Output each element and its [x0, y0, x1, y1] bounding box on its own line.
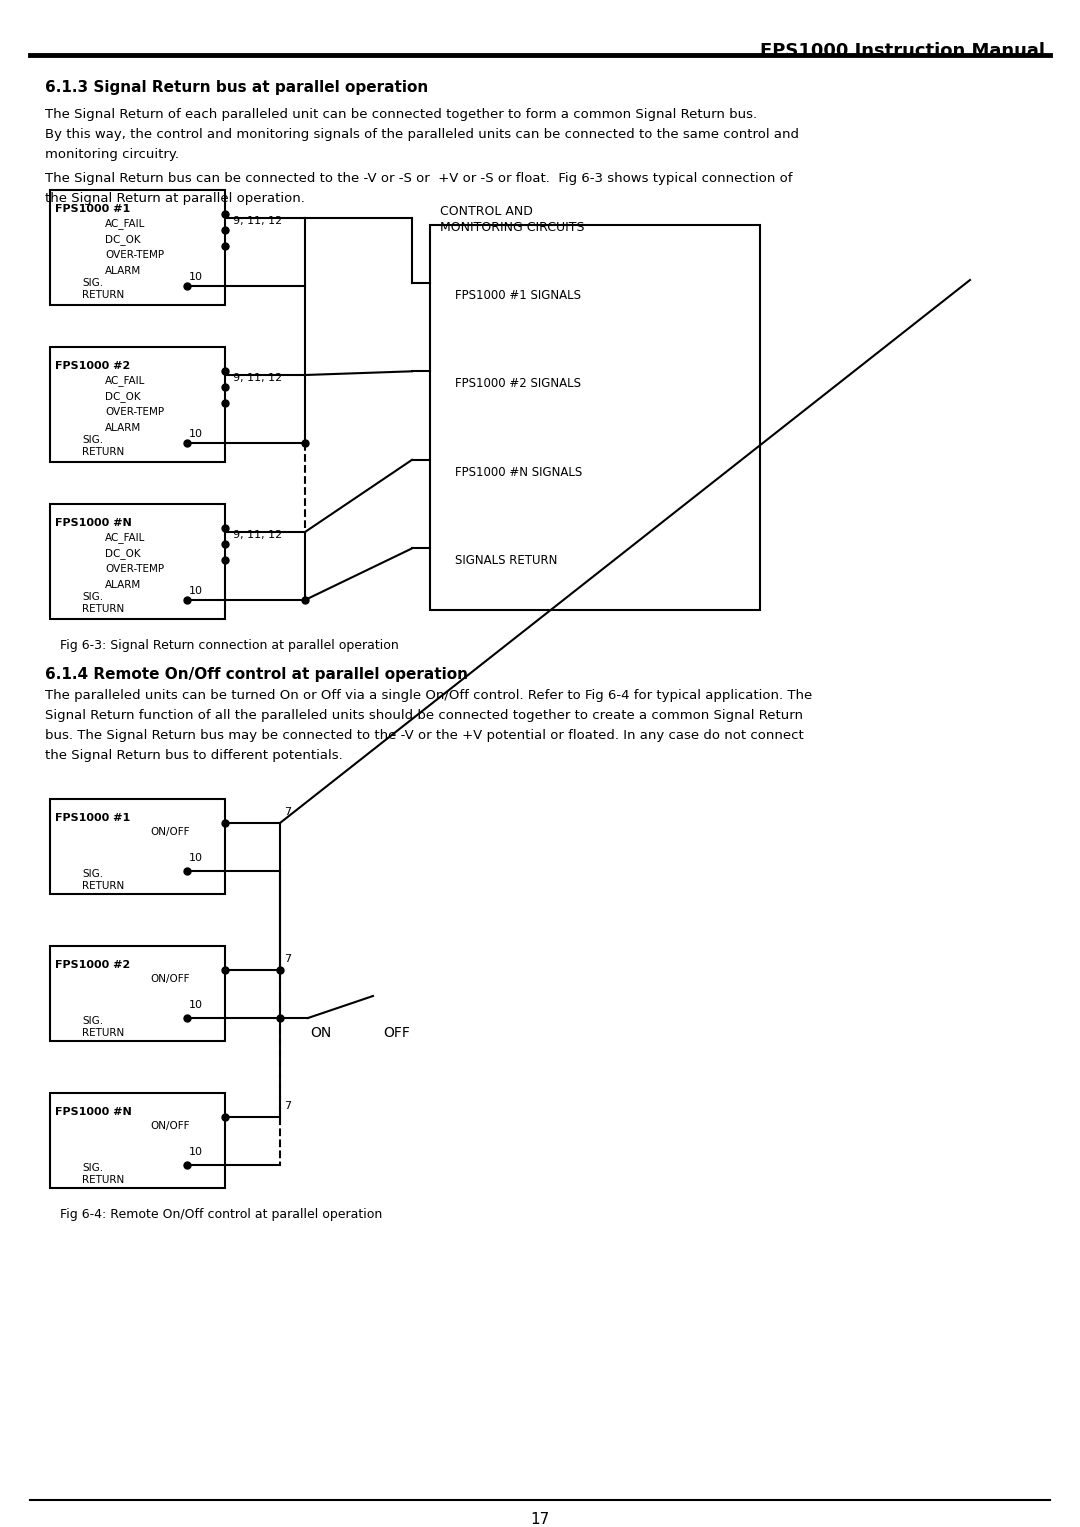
Text: ALARM: ALARM — [105, 266, 141, 276]
Text: bus. The Signal Return bus may be connected to the -V or the +V potential or flo: bus. The Signal Return bus may be connec… — [45, 728, 804, 742]
Text: AC_FAIL: AC_FAIL — [105, 218, 146, 229]
Bar — [50, 799, 225, 893]
Text: FPS1000 #1: FPS1000 #1 — [55, 205, 131, 214]
Text: OVER-TEMP: OVER-TEMP — [105, 563, 164, 574]
Text: OVER-TEMP: OVER-TEMP — [105, 408, 164, 417]
Text: OFF: OFF — [383, 1026, 410, 1040]
Text: RETURN: RETURN — [82, 447, 124, 457]
Bar — [50, 189, 225, 305]
Text: monitoring circuitry.: monitoring circuitry. — [45, 148, 179, 160]
Bar — [50, 947, 225, 1041]
Text: FPS1000 #N SIGNALS: FPS1000 #N SIGNALS — [455, 466, 582, 479]
Text: 6.1.3 Signal Return bus at parallel operation: 6.1.3 Signal Return bus at parallel oper… — [45, 79, 429, 95]
Text: Fig 6-4: Remote On/Off control at parallel operation: Fig 6-4: Remote On/Off control at parall… — [60, 1208, 382, 1222]
Text: SIG.: SIG. — [82, 278, 103, 289]
Text: FPS1000 #2: FPS1000 #2 — [55, 360, 131, 371]
Text: FPS1000 #2 SIGNALS: FPS1000 #2 SIGNALS — [455, 377, 581, 391]
Bar — [430, 224, 760, 609]
Text: 6.1.4 Remote On/Off control at parallel operation: 6.1.4 Remote On/Off control at parallel … — [45, 667, 468, 683]
Text: FPS1000 Instruction Manual: FPS1000 Instruction Manual — [760, 43, 1045, 60]
Text: 7: 7 — [284, 1101, 292, 1112]
Text: DC_OK: DC_OK — [105, 548, 140, 559]
Text: ALARM: ALARM — [105, 580, 141, 589]
Text: 9, 11, 12: 9, 11, 12 — [233, 373, 282, 383]
Text: SIG.: SIG. — [82, 435, 103, 444]
Text: the Signal Return bus to different potentials.: the Signal Return bus to different poten… — [45, 750, 342, 762]
Text: CONTROL AND: CONTROL AND — [440, 205, 532, 218]
Text: RETURN: RETURN — [82, 1028, 124, 1038]
Text: ON: ON — [310, 1026, 332, 1040]
Text: FPS1000 #1: FPS1000 #1 — [55, 812, 131, 823]
Text: AC_FAIL: AC_FAIL — [105, 376, 146, 386]
Text: ON/OFF: ON/OFF — [150, 974, 189, 983]
Text: FPS1000 #1 SIGNALS: FPS1000 #1 SIGNALS — [455, 289, 581, 302]
Text: SIG.: SIG. — [82, 869, 103, 880]
Bar — [50, 1093, 225, 1188]
Text: 9, 11, 12: 9, 11, 12 — [233, 215, 282, 226]
Text: 10: 10 — [189, 1000, 203, 1009]
Text: 9, 11, 12: 9, 11, 12 — [233, 530, 282, 541]
Text: RETURN: RETURN — [82, 1174, 124, 1185]
Text: ON/OFF: ON/OFF — [150, 828, 189, 837]
Text: 10: 10 — [189, 1147, 203, 1157]
Text: Signal Return function of all the paralleled units should be connected together : Signal Return function of all the parall… — [45, 709, 804, 722]
Text: ON/OFF: ON/OFF — [150, 1121, 189, 1132]
Text: The Signal Return bus can be connected to the -V or -S or  +V or -S or float.  F: The Signal Return bus can be connected t… — [45, 173, 793, 185]
Text: FPS1000 #N: FPS1000 #N — [55, 1107, 132, 1116]
Bar — [50, 347, 225, 463]
Text: 10: 10 — [189, 429, 203, 438]
Bar — [50, 504, 225, 618]
Text: FPS1000 #2: FPS1000 #2 — [55, 960, 131, 970]
Text: FPS1000 #N: FPS1000 #N — [55, 518, 132, 528]
Text: 7: 7 — [284, 806, 292, 817]
Text: the Signal Return at parallel operation.: the Signal Return at parallel operation. — [45, 192, 305, 205]
Text: 10: 10 — [189, 586, 203, 596]
Text: RETURN: RETURN — [82, 605, 124, 614]
Text: SIG.: SIG. — [82, 1164, 103, 1173]
Text: SIG.: SIG. — [82, 1015, 103, 1026]
Text: ALARM: ALARM — [105, 423, 141, 434]
Text: RETURN: RETURN — [82, 290, 124, 299]
Text: SIGNALS RETURN: SIGNALS RETURN — [455, 554, 557, 568]
Text: 10: 10 — [189, 854, 203, 863]
Text: MONITORING CIRCUITS: MONITORING CIRCUITS — [440, 221, 584, 234]
Text: 17: 17 — [530, 1512, 550, 1527]
Text: OVER-TEMP: OVER-TEMP — [105, 250, 164, 260]
Text: By this way, the control and monitoring signals of the paralleled units can be c: By this way, the control and monitoring … — [45, 128, 799, 140]
Text: DC_OK: DC_OK — [105, 391, 140, 402]
Text: 10: 10 — [189, 272, 203, 282]
Text: RETURN: RETURN — [82, 881, 124, 890]
Text: AC_FAIL: AC_FAIL — [105, 531, 146, 544]
Text: SIG.: SIG. — [82, 592, 103, 602]
Text: Fig 6-3: Signal Return connection at parallel operation: Fig 6-3: Signal Return connection at par… — [60, 638, 399, 652]
Text: 7: 7 — [284, 954, 292, 964]
Text: The Signal Return of each paralleled unit can be connected together to form a co: The Signal Return of each paralleled uni… — [45, 108, 757, 121]
Text: DC_OK: DC_OK — [105, 234, 140, 244]
Text: The paralleled units can be turned On or Off via a single On/Off control. Refer : The paralleled units can be turned On or… — [45, 689, 812, 702]
